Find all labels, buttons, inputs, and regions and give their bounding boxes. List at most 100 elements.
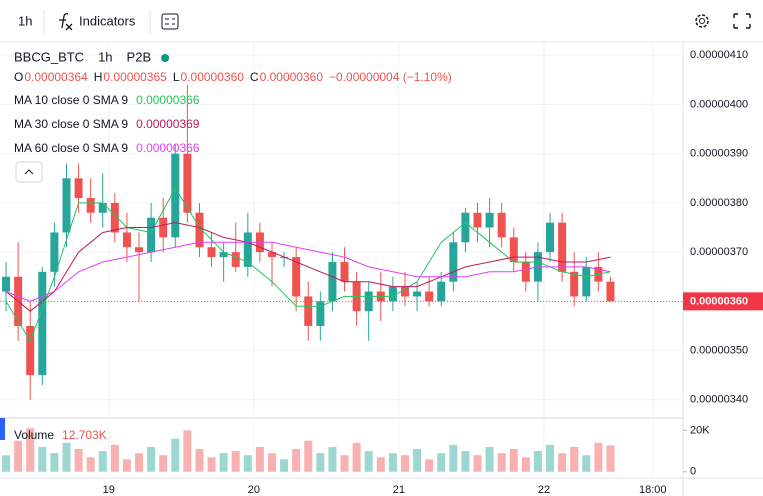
candle-body [195,212,204,248]
candle-body [110,202,119,233]
volume-bar [231,451,240,472]
volume-bar [110,444,119,472]
moving-average-line [5,187,611,342]
volume-bar [2,455,11,472]
volume-bar [461,451,470,472]
ohlc-key: H [94,70,103,84]
candle-body [449,242,458,282]
volume-bar [74,449,83,472]
candle-body [183,153,192,213]
candle-body [388,286,397,302]
candle-body [461,212,470,243]
volume-bar [98,451,107,472]
layout-icon[interactable] [161,13,179,30]
volume-bar [316,453,325,472]
volume-bar [400,455,409,472]
candle-body [521,261,530,282]
candle-body [122,232,131,248]
volume-bar [364,451,373,472]
volume-bar [195,449,204,472]
volume-bar [485,446,494,472]
ohlc-value: 0.00000360 [260,70,324,84]
ohlc-key: O [14,70,23,84]
candle-body [38,271,47,376]
volume-tick-label: 0 [690,466,696,478]
candle-body [485,212,494,228]
collapse-legend-button[interactable] [15,161,43,183]
volume-bar [521,457,530,472]
moving-average-line [5,222,611,312]
volume-bar [147,446,156,472]
candle-body [86,198,95,213]
candle-body [606,281,615,302]
candle-body [159,217,168,238]
candle-body [400,286,409,297]
volume-bar [267,453,276,472]
volume-bar [243,455,252,472]
ohlc-change: −0.00000004 (−1.10%) [329,70,452,84]
volume-bar [38,446,47,472]
interval-button[interactable]: 1h [18,13,32,28]
volume-bar [388,453,397,472]
y-tick-label: 0.00000340 [690,394,748,406]
candle-body [364,291,373,312]
volume-bar [413,449,422,472]
moving-average-line [5,241,611,302]
candle-body [425,291,434,302]
volume-bar [376,457,385,472]
volume-bar [255,446,264,472]
last-price-tag [683,292,763,311]
candle-body [340,261,349,282]
y-tick-label: 0.00000380 [690,197,748,209]
candle-body [207,247,216,258]
indicator-name: MA 60 close 0 SMA 9 [14,141,128,155]
candle-body [243,232,252,267]
volume-bar [207,457,216,472]
x-tick-label: 18:00 [639,484,667,496]
candle-body [98,202,107,213]
y-tick-label: 0.00000350 [690,344,748,356]
volume-bar [86,457,95,472]
candle-body [473,212,482,228]
toolbar: 1h Indicators [0,10,763,43]
volume-bar [219,453,228,472]
volume-legend-value: 12.703K [62,428,107,442]
indicator-name: MA 10 close 0 SMA 9 [14,93,128,107]
pane-tab[interactable] [0,418,5,440]
indicators-button[interactable]: Indicators [79,13,136,28]
volume-bar [449,444,458,472]
fx-icon[interactable] [59,13,73,31]
x-tick-label: 22 [538,484,550,496]
volume-legend-name: Volume [14,428,54,442]
candle-body [2,276,11,292]
candle-body [546,222,555,253]
candle-body [231,252,240,267]
volume-bar [425,459,434,472]
candle-body [74,178,83,199]
volume-bar [159,455,168,472]
volume-bar [50,453,59,472]
status-dot [161,54,170,62]
volume-bar [171,438,180,472]
volume-bar [570,446,579,472]
ohlc-value: 0.00000360 [181,70,245,84]
candle-body [26,325,35,376]
candle-body [171,153,180,238]
y-tick-label: 0.00000410 [690,49,748,61]
volume-bar [558,453,567,472]
volume-bar [292,449,301,472]
plot: 0.00000360 [0,84,763,472]
settings-icon-center [699,18,705,24]
volume-bar [606,445,615,472]
volume-bar [533,451,542,472]
settings-icon[interactable] [695,14,709,28]
volume-bar [473,455,482,472]
candle-body [267,252,276,258]
volume-bar [594,442,603,472]
fullscreen-icon[interactable] [733,13,751,29]
candle-body [570,271,579,297]
candle-body [316,301,325,326]
ohlc-value: 0.00000364 [24,70,88,84]
candle-body [304,296,313,326]
candle-body [497,212,506,238]
